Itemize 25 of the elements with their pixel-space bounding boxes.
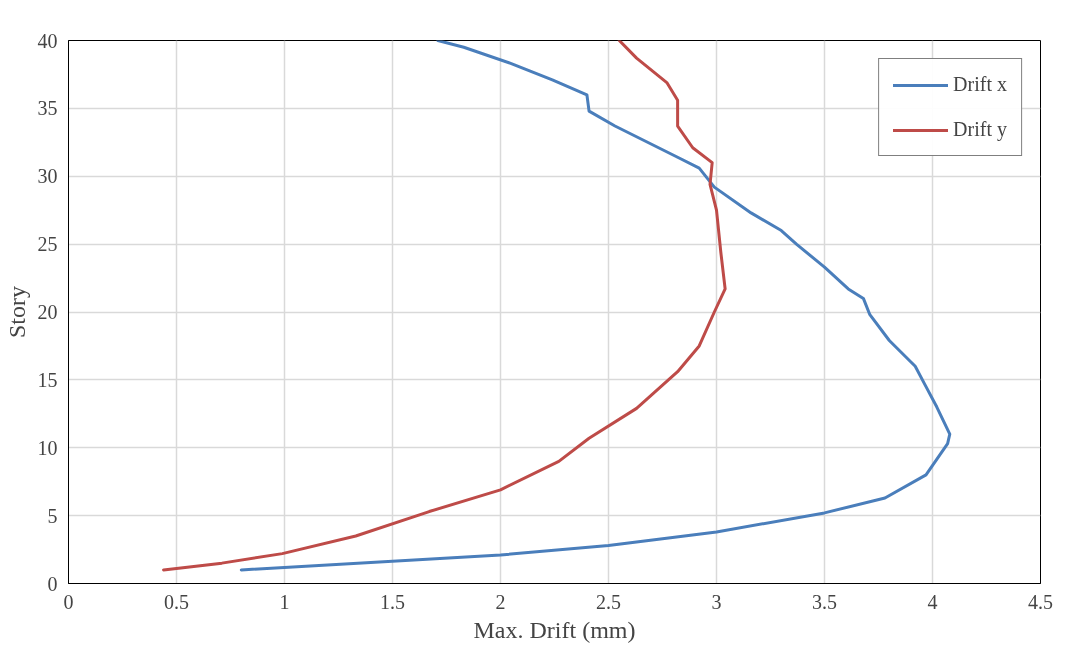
y-axis-title: Story (3, 285, 30, 338)
x-tick-label: 0.5 (164, 590, 189, 613)
legend-label: Drift y (953, 118, 1007, 141)
x-tick-label: 3 (711, 590, 722, 613)
x-tick-label: 3.5 (812, 590, 837, 613)
line-series (239, 40, 952, 572)
x-tick-label: 0 (63, 590, 74, 613)
y-tick-label: 30 (37, 165, 58, 188)
y-tick-label: 15 (37, 368, 58, 391)
y-tick-label: 5 (47, 504, 58, 527)
x-tick-label: 2 (495, 590, 506, 613)
y-tick-label: 35 (37, 97, 58, 120)
y-tick-label: 20 (37, 301, 58, 323)
y-tick-label: 40 (37, 29, 58, 52)
line-series (162, 40, 727, 572)
y-tick-label: 10 (37, 436, 58, 459)
y-tick-label: 0 (47, 572, 58, 595)
x-axis-title: Max. Drift (mm) (473, 616, 636, 643)
x-tick-label: 4 (927, 590, 938, 613)
x-tick-label: 1.5 (380, 590, 405, 613)
x-tick-label: 2.5 (596, 590, 621, 613)
x-tick-label: 1 (279, 590, 290, 613)
legend-label: Drift x (953, 73, 1007, 96)
x-tick-label: 4.5 (1028, 590, 1053, 613)
y-tick-label: 25 (37, 233, 58, 256)
